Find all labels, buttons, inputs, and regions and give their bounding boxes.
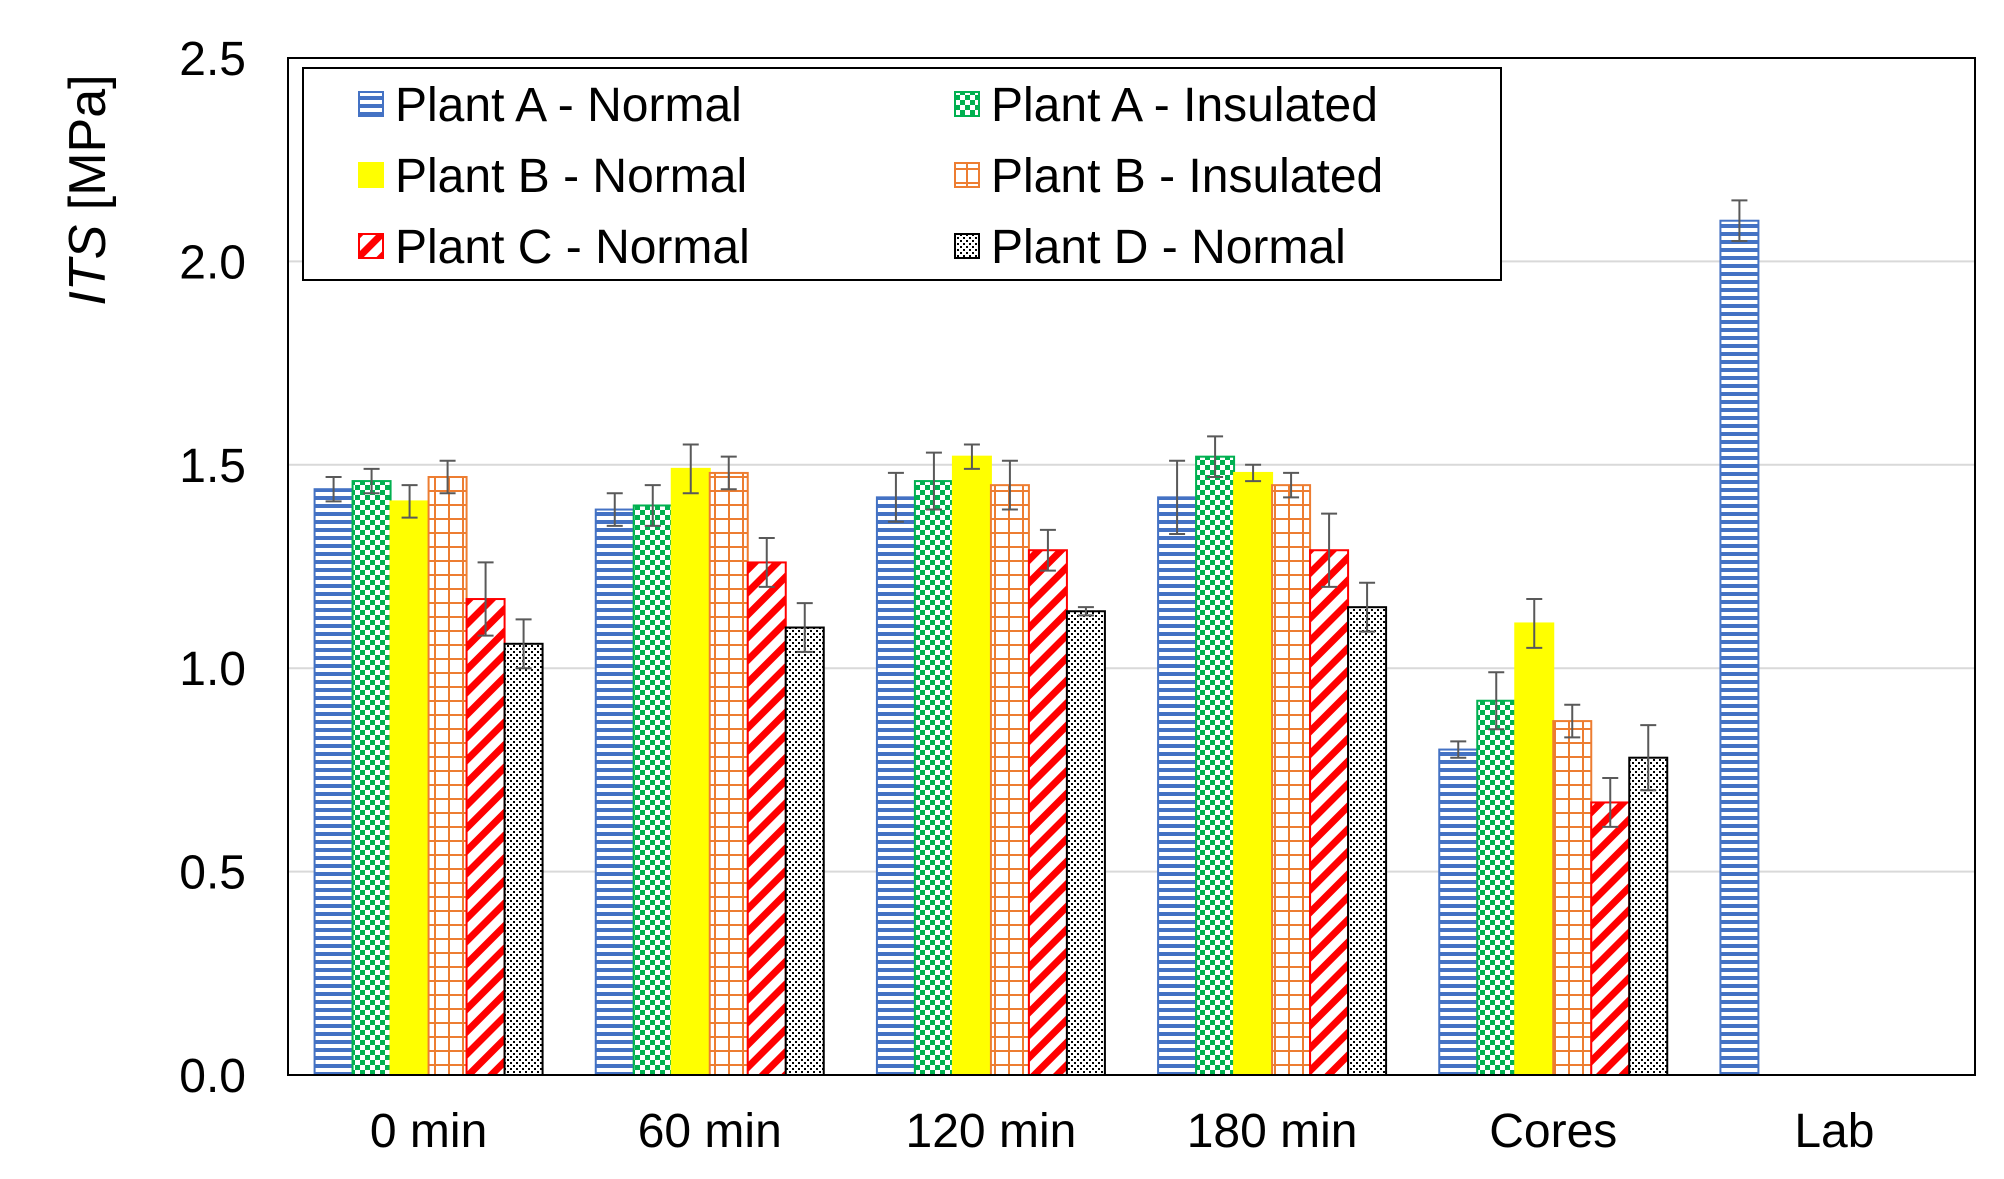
legend-label: Plant B - Normal bbox=[395, 150, 747, 203]
bar-plant-b-normal-0-min bbox=[389, 500, 430, 1076]
bar-plant-b-normal-60-min bbox=[670, 467, 711, 1077]
bar-plant-c-normal-60-min bbox=[746, 561, 787, 1076]
error-bar bbox=[1321, 512, 1338, 588]
legend-box bbox=[302, 67, 1502, 281]
error-bar bbox=[325, 476, 342, 503]
error-bar bbox=[720, 455, 737, 491]
error-bar bbox=[682, 443, 699, 495]
error-bar bbox=[1245, 463, 1262, 483]
bar-plant-d-normal-180-min bbox=[1347, 606, 1388, 1076]
error-bar bbox=[439, 459, 456, 495]
bar-plant-a-normal-120-min bbox=[875, 496, 916, 1076]
error-bar bbox=[515, 618, 532, 670]
error-bar bbox=[644, 484, 661, 527]
y-axis-label-italic: ITS bbox=[59, 224, 117, 305]
legend-label: Plant C - Normal bbox=[395, 221, 750, 274]
error-bar bbox=[1602, 777, 1619, 828]
error-bars-layer bbox=[325, 199, 1748, 828]
x-tick-label: 60 min bbox=[638, 1105, 782, 1158]
error-bar bbox=[1001, 459, 1018, 511]
bar-plant-b-insulated-180-min bbox=[1271, 484, 1312, 1076]
x-tick-label: 0 min bbox=[370, 1105, 487, 1158]
y-tick-label: 1.0 bbox=[179, 643, 246, 696]
error-bar bbox=[887, 471, 904, 523]
error-bar bbox=[1169, 459, 1186, 535]
x-tick-label: Lab bbox=[1794, 1105, 1874, 1158]
legend-label: Plant A - Insulated bbox=[991, 79, 1378, 132]
bar-plant-d-normal-120-min bbox=[1065, 610, 1106, 1076]
error-bar bbox=[606, 492, 623, 527]
bar-plant-c-normal-120-min bbox=[1027, 549, 1068, 1076]
bar-plant-b-normal-cores bbox=[1514, 622, 1555, 1077]
error-bar bbox=[363, 467, 380, 495]
bar-plant-a-normal-60-min bbox=[594, 508, 635, 1077]
bar-plant-a-insulated-cores bbox=[1476, 699, 1517, 1077]
error-bar bbox=[1564, 703, 1581, 739]
bar-plant-a-insulated-120-min bbox=[913, 480, 954, 1076]
y-tick-label: 0.0 bbox=[179, 1050, 246, 1103]
bar-plant-c-normal-0-min bbox=[465, 598, 506, 1076]
bar-plant-d-normal-cores bbox=[1628, 756, 1669, 1076]
x-tick-label: 120 min bbox=[906, 1105, 1077, 1158]
error-bar bbox=[963, 443, 980, 470]
error-bar bbox=[1731, 199, 1748, 243]
error-bar bbox=[1077, 606, 1094, 617]
bar-plant-b-insulated-120-min bbox=[989, 484, 1030, 1076]
plot-frame bbox=[287, 57, 1976, 1076]
x-tick-label: 180 min bbox=[1187, 1105, 1358, 1158]
bar-plant-a-insulated-60-min bbox=[632, 504, 673, 1077]
bar-plant-b-normal-180-min bbox=[1233, 471, 1274, 1077]
bar-plant-c-normal-180-min bbox=[1309, 549, 1350, 1076]
y-tick-label: 1.5 bbox=[179, 440, 246, 493]
error-bar bbox=[401, 484, 418, 519]
error-bar bbox=[1640, 724, 1657, 792]
legend-swatch bbox=[358, 91, 384, 117]
y-tick-label: 0.5 bbox=[179, 847, 246, 900]
error-bar bbox=[925, 451, 942, 511]
legend: Plant A - Normal Plant A - Insulated Plant… bbox=[302, 67, 1502, 281]
bar-plant-a-insulated-0-min bbox=[351, 480, 392, 1076]
y-axis-ticks: 0.0 0.5 1.0 1.5 2.0 2.5 bbox=[179, 33, 246, 1103]
bar-plant-d-normal-60-min bbox=[784, 626, 825, 1077]
legend-swatch bbox=[954, 162, 980, 188]
error-bar bbox=[1039, 528, 1056, 572]
error-bar bbox=[1450, 740, 1467, 759]
error-bar bbox=[477, 561, 494, 637]
bar-plant-b-insulated-cores bbox=[1552, 720, 1593, 1076]
legend-swatch bbox=[358, 233, 384, 259]
legend-swatch bbox=[954, 91, 980, 117]
bar-plant-c-normal-cores bbox=[1590, 801, 1631, 1076]
bar-plant-a-normal-180-min bbox=[1157, 496, 1198, 1076]
error-bar bbox=[1283, 471, 1300, 499]
y-tick-label: 2.5 bbox=[179, 33, 246, 86]
error-bar bbox=[1207, 435, 1224, 479]
bar-plant-a-insulated-180-min bbox=[1195, 455, 1236, 1076]
legend-swatch bbox=[358, 162, 384, 188]
y-axis-label-unit: [MPa] bbox=[59, 74, 117, 224]
error-bar bbox=[1526, 598, 1543, 649]
bar-plant-b-insulated-60-min bbox=[708, 471, 749, 1077]
legend-swatch bbox=[954, 233, 980, 259]
error-bar bbox=[1359, 581, 1376, 633]
error-bar bbox=[796, 602, 813, 653]
bar-plant-b-insulated-0-min bbox=[427, 476, 468, 1076]
bar-plant-a-normal-0-min bbox=[313, 488, 354, 1076]
bar-plant-a-normal-cores bbox=[1438, 748, 1479, 1076]
bar-plant-a-normal-lab bbox=[1719, 219, 1760, 1077]
x-tick-label: Cores bbox=[1489, 1105, 1617, 1158]
y-axis-label: ITS [MPa] bbox=[59, 74, 117, 305]
x-axis-ticks: 0 min 60 min 120 min 180 min Cores Lab bbox=[370, 1105, 1875, 1158]
legend-label: Plant B - Insulated bbox=[991, 150, 1383, 203]
legend-label: Plant A - Normal bbox=[395, 79, 742, 132]
error-bar bbox=[1488, 671, 1505, 731]
error-bar bbox=[758, 537, 775, 588]
y-tick-label: 2.0 bbox=[179, 236, 246, 289]
bar-plant-d-normal-0-min bbox=[503, 642, 544, 1076]
legend-label: Plant D - Normal bbox=[991, 221, 1346, 274]
bar-plant-b-normal-120-min bbox=[951, 455, 992, 1076]
